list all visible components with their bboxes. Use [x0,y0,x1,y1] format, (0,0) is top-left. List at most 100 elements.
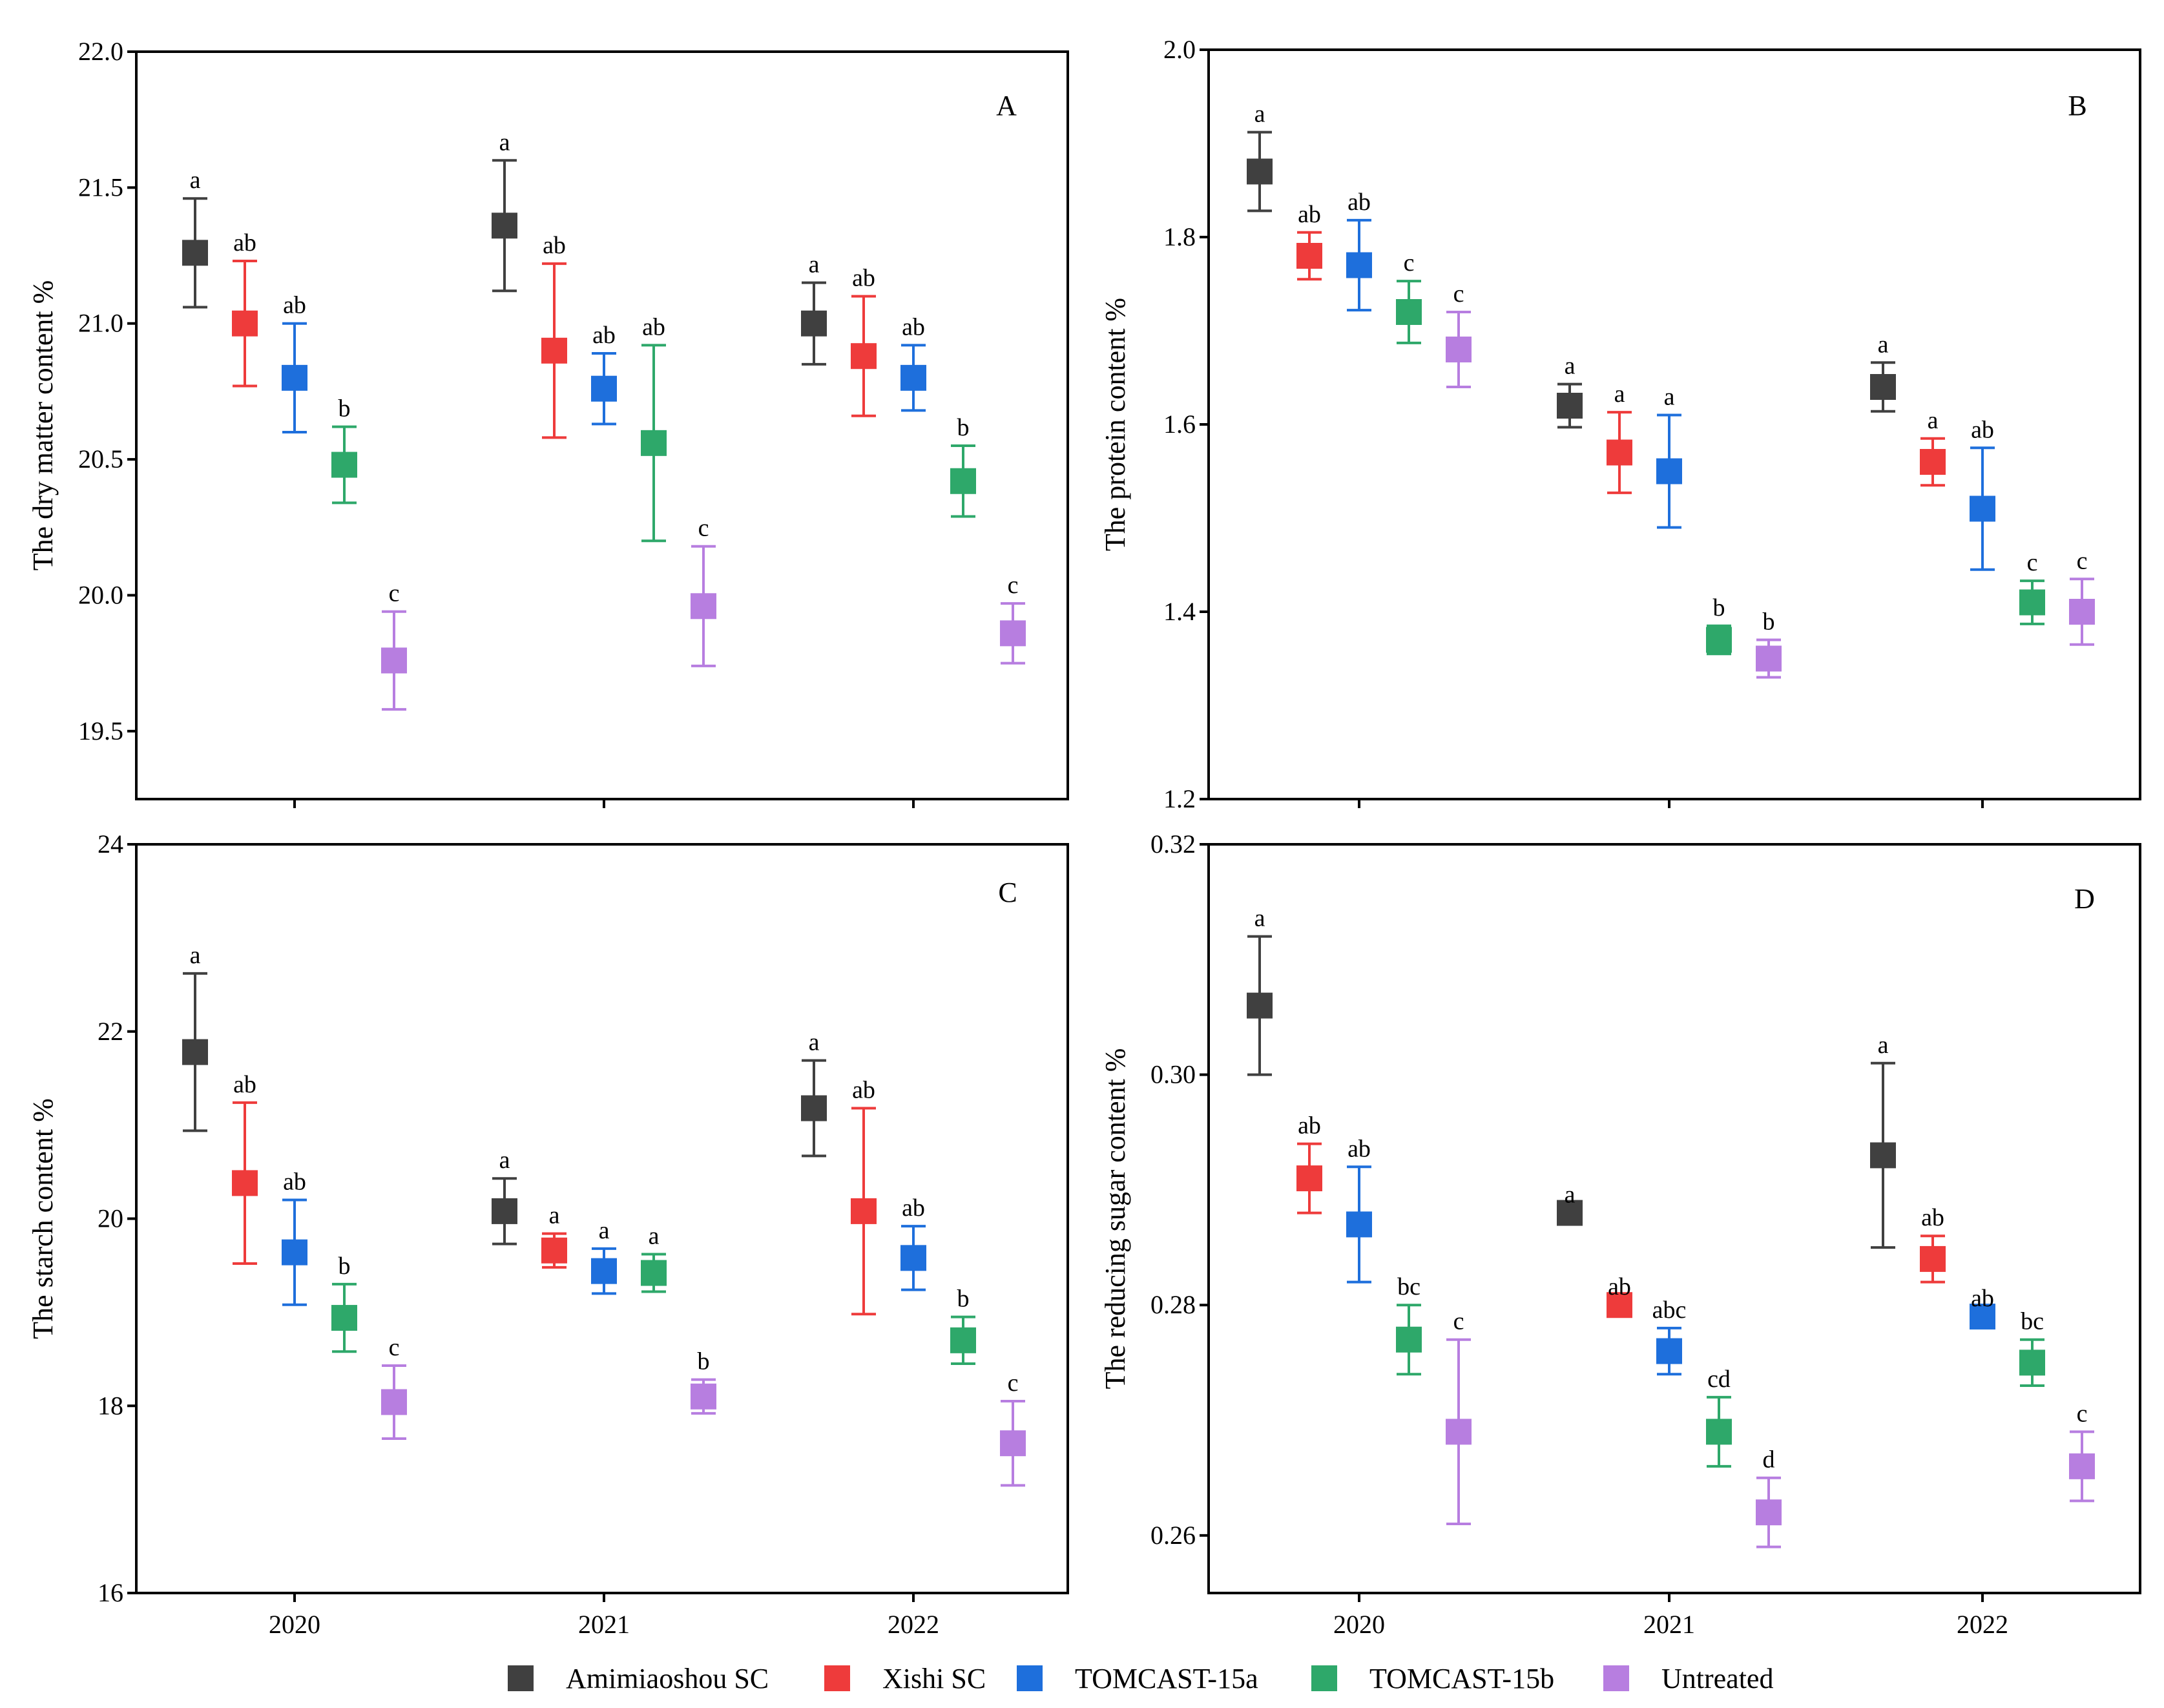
significance-label: b [338,1253,351,1280]
data-point [1557,393,1583,419]
significance-label: abc [1652,1297,1687,1324]
y-axis-title: The reducing sugar content % [1099,1048,1131,1390]
significance-label: bc [2021,1308,2044,1335]
data-point [492,1198,517,1224]
y-tick-label: 2.0 [1163,35,1196,64]
significance-label: a [1664,384,1675,411]
significance-label: ab [1347,189,1371,216]
legend-label: TOMCAST-15b [1369,1663,1554,1694]
data-point [1756,645,1782,672]
data-point [1607,439,1632,466]
legend: Amimiaoshou SC Xishi SC TOMCAST-15a TOMCAST… [508,1663,1773,1694]
legend-label: Untreated [1661,1663,1773,1694]
legend-label: Xishi SC [882,1663,986,1694]
significance-label: c [1008,572,1019,599]
data-point [1756,1499,1782,1526]
significance-label: c [1453,280,1464,307]
legend-marker [1311,1665,1337,1691]
data-point [2019,1349,2045,1376]
data-point [282,1239,307,1265]
legend-label: Amimiaoshou SC [566,1663,769,1694]
y-axis-title: The protein content % [1099,298,1131,551]
data-point [1970,495,1995,522]
y-tick-label: 20.5 [78,444,123,474]
data-point [591,375,617,402]
data-point [641,430,667,456]
significance-label: a [809,251,820,278]
data-point [851,343,877,370]
data-point [182,1039,208,1065]
data-point [1247,158,1273,185]
significance-label: b [957,414,970,441]
y-tick-label: 24 [98,829,123,859]
data-point [691,1383,716,1410]
data-point [381,647,407,674]
legend-marker [1017,1665,1043,1691]
significance-label: b [338,395,351,422]
significance-label: c [389,580,400,607]
data-point [381,1389,407,1415]
data-point [1607,1292,1632,1318]
data-point [801,1095,827,1121]
y-tick-label: 1.4 [1163,597,1196,626]
significance-label: a [1614,380,1625,408]
significance-label: a [499,1147,510,1174]
data-point [1247,992,1273,1019]
data-point [492,213,517,239]
y-tick-label: 1.8 [1163,222,1196,251]
data-point [691,593,716,620]
x-tick-label: 2021 [1643,1610,1695,1639]
y-tick-label: 22 [98,1017,123,1046]
legend-marker [1603,1665,1629,1691]
data-point [232,310,258,337]
y-axis-title: The starch content % [27,1098,59,1339]
significance-label: c [2027,549,2038,576]
data-point [331,452,357,478]
data-point [1396,1326,1422,1353]
data-point [1296,1165,1322,1192]
panels: 19.5 20.0 20.5 21.0 21.5 22.0 The dry matter c… [27,35,2141,1639]
data-point [1446,337,1472,362]
x-tick-label: 2022 [888,1610,939,1639]
significance-label: a [1254,905,1265,932]
significance-label: a [1565,353,1576,380]
significance-label: ab [1921,1204,1944,1231]
significance-label: ab [1971,416,1994,443]
significance-label: bc [1397,1273,1420,1300]
y-tick-label: 20.0 [78,580,123,609]
significance-label: b [1713,594,1725,621]
significance-label: a [190,942,201,969]
data-point [950,1327,976,1353]
data-point [541,1237,567,1264]
significance-label: c [1008,1370,1019,1397]
data-point [2019,589,2045,616]
significance-label: ab [1347,1135,1371,1162]
data-point [282,364,307,391]
data-point [1870,374,1896,400]
significance-label: ab [1608,1273,1631,1300]
significance-label: ab [592,322,616,349]
panel-letter: D [2074,883,2095,915]
data-point [1000,620,1026,647]
significance-label: a [1928,407,1939,434]
data-point [1870,1142,1896,1169]
significance-label: ab [852,265,875,292]
plot-frame [1207,48,2141,800]
data-point [1920,449,1946,475]
data-point [950,468,976,494]
data-point [1346,1211,1372,1238]
data-point [591,1258,617,1284]
y-tick-label: 1.2 [1163,784,1196,813]
x-tick-label: 2020 [269,1610,320,1639]
significance-label: c [2077,1400,2088,1427]
y-tick-label: 22.0 [78,37,123,66]
data-point [1446,1419,1472,1445]
significance-label: ab [902,313,925,340]
data-point [900,1245,926,1271]
significance-label: ab [852,1077,875,1104]
data-point [1000,1430,1026,1457]
data-point [541,337,567,364]
significance-label: a [809,1029,820,1056]
